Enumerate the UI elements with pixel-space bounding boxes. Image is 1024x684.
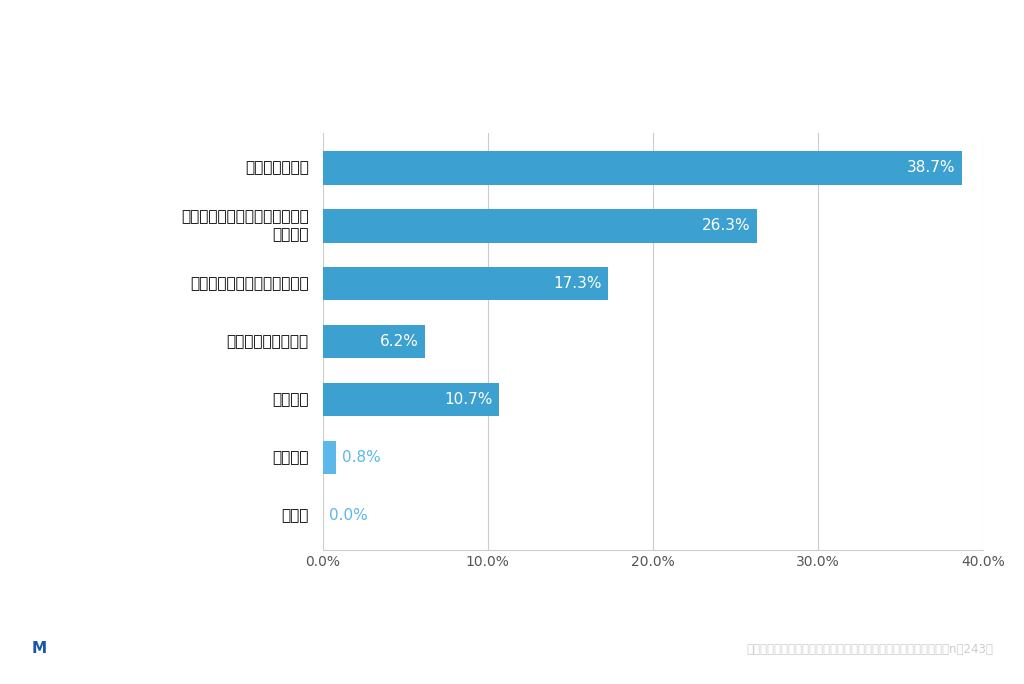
- Text: M: M: [32, 641, 46, 656]
- Ellipse shape: [10, 625, 68, 674]
- Text: 38.7%: 38.7%: [906, 160, 955, 175]
- Bar: [323, 383, 500, 417]
- Text: Q: Q: [26, 29, 73, 83]
- Bar: [323, 151, 962, 185]
- Bar: [323, 267, 608, 300]
- Text: 0.0%: 0.0%: [329, 508, 368, 523]
- Text: 0.8%: 0.8%: [342, 450, 381, 465]
- Bar: [323, 440, 336, 474]
- Bar: [323, 325, 425, 358]
- Text: 受験指導に最も必要だと思うことは何ですか？: 受験指導に最も必要だと思うことは何ですか？: [118, 42, 501, 71]
- Text: 17.3%: 17.3%: [553, 276, 602, 291]
- Text: 子どもが現在不登校で、進学を希望または検討している保護者（n＝243）: 子どもが現在不登校で、進学を希望または検討している保護者（n＝243）: [746, 643, 993, 657]
- Text: 10.7%: 10.7%: [444, 392, 493, 407]
- Text: 6.2%: 6.2%: [380, 334, 419, 349]
- Text: 26.3%: 26.3%: [701, 218, 751, 233]
- Text: じゅけラボ予備校: じゅけラボ予備校: [74, 641, 160, 659]
- Bar: [323, 209, 757, 243]
